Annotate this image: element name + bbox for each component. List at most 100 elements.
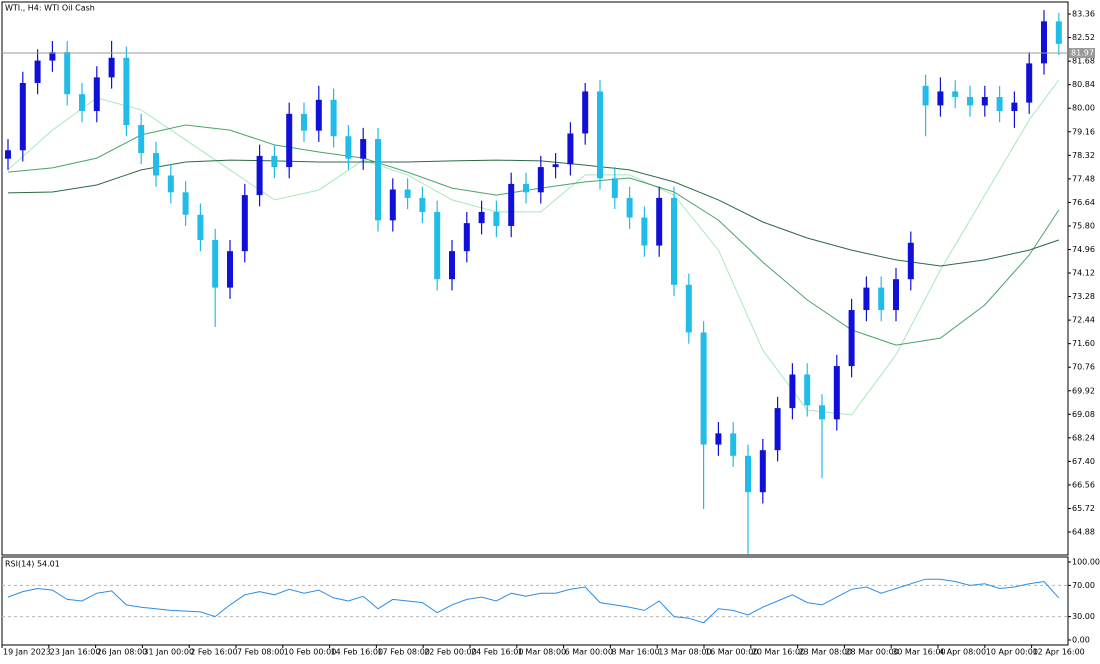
candle-body <box>463 223 470 252</box>
x-tick-label: 31 Jan 00:00 <box>143 648 194 657</box>
candle-body <box>360 139 367 159</box>
candle-body <box>656 197 663 246</box>
candle-body <box>1041 21 1047 64</box>
candle-body <box>182 192 189 215</box>
candle-body <box>315 99 322 131</box>
candle-body <box>1011 102 1018 112</box>
candle-body <box>967 97 973 106</box>
candle-body <box>197 214 204 240</box>
x-tick-label: 24 Feb 16:00 <box>471 648 523 657</box>
candle-body <box>641 217 648 246</box>
candle-body <box>878 287 885 311</box>
candle-body <box>271 155 278 168</box>
x-tick-label: 23 Jan 16:00 <box>50 648 101 657</box>
y-tick-label: 65.72 <box>1072 504 1095 513</box>
candle-body <box>493 211 500 226</box>
candle-body <box>227 251 233 288</box>
y-tick-label: 80.84 <box>1072 80 1095 89</box>
x-tick-label: 4 Apr 08:00 <box>939 648 986 657</box>
last-price-box <box>1069 48 1095 59</box>
candle-body <box>893 279 899 311</box>
candle-body <box>389 189 396 221</box>
y-tick-label: 83.36 <box>1072 10 1095 19</box>
candle-body <box>922 85 929 106</box>
y-tick-label: 73.28 <box>1072 292 1095 301</box>
y-tick-label: 69.08 <box>1072 410 1095 419</box>
candle-body <box>404 189 411 198</box>
y-tick-label: 79.16 <box>1072 127 1095 136</box>
x-tick-label: 28 Mar 00:00 <box>845 648 898 657</box>
rsi-line <box>7 578 1060 624</box>
candle-body <box>848 310 855 367</box>
candle-body <box>685 284 692 333</box>
candle-body <box>49 52 56 61</box>
x-tick-label: 23 Mar 08:00 <box>799 648 852 657</box>
x-tick-label: 7 Feb 08:00 <box>237 648 284 657</box>
candle-body <box>907 242 914 280</box>
x-tick-label: 1 Mar 08:00 <box>518 648 566 657</box>
x-tick-label: 22 Feb 00:00 <box>424 648 476 657</box>
y-tick-label: 74.96 <box>1072 245 1095 254</box>
x-tick-label: 26 Jan 08:00 <box>97 648 148 657</box>
x-tick-label: 8 Mar 16:00 <box>611 648 659 657</box>
candle-body <box>745 455 751 493</box>
candle-body <box>700 332 707 445</box>
candle-body <box>730 433 737 456</box>
candle-body <box>449 251 455 280</box>
candle-body <box>567 133 574 165</box>
rsi-panel <box>1 556 1069 646</box>
candle-body <box>478 211 485 224</box>
rsi-y-tick-label: 30.00 <box>1072 612 1095 621</box>
y-tick-label: 67.40 <box>1072 457 1095 466</box>
candle-body <box>108 57 115 78</box>
y-tick-label: 82.52 <box>1072 33 1095 42</box>
y-tick-label: 75.80 <box>1072 221 1095 230</box>
x-tick-label: 30 Mar 16:00 <box>892 648 945 657</box>
last-price-label: 81.97 <box>1071 49 1094 58</box>
x-tick-label: 2 Feb 16:00 <box>190 648 237 657</box>
candle-body <box>715 433 722 445</box>
candle-body <box>301 113 307 131</box>
candle-body <box>212 239 219 288</box>
y-tick-label: 64.88 <box>1072 528 1095 537</box>
y-tick-label: 69.92 <box>1072 386 1095 395</box>
candle-body <box>937 91 944 106</box>
candle-body <box>981 97 988 106</box>
y-tick-label: 78.32 <box>1072 151 1095 160</box>
candle-body <box>79 94 85 112</box>
x-tick-label: 19 Jan 2023 <box>3 648 51 657</box>
candle-body <box>804 374 811 406</box>
candle-body <box>1026 63 1033 103</box>
candle-body <box>123 57 130 126</box>
candle-body <box>626 197 633 218</box>
candle-body <box>138 125 145 154</box>
x-tick-label: 10 Apr 00:00 <box>986 648 1038 657</box>
y-tick-label: 70.76 <box>1072 363 1095 372</box>
x-tick-label: 14 Feb 16:00 <box>331 648 383 657</box>
candle-body <box>19 83 26 151</box>
x-tick-label: 12 Apr 16:00 <box>1033 648 1085 657</box>
candle-body <box>5 150 11 159</box>
y-tick-label: 80.00 <box>1072 104 1095 113</box>
moving-average <box>7 79 1060 416</box>
rsi-y-tick-label: 0.00 <box>1072 636 1090 645</box>
y-tick-label: 71.60 <box>1072 339 1095 348</box>
candle-body <box>537 167 544 193</box>
candle-body <box>611 178 618 198</box>
candle-body <box>774 408 781 451</box>
candle-body <box>286 113 293 168</box>
candle-body <box>789 374 796 409</box>
y-tick-label: 68.24 <box>1072 433 1095 442</box>
candle-body <box>153 153 159 176</box>
candle-body <box>375 139 381 221</box>
candle-body <box>241 195 248 252</box>
candle-body <box>996 97 1003 112</box>
candle-body <box>833 366 840 420</box>
x-tick-label: 13 Mar 08:00 <box>658 648 711 657</box>
rsi-title: RSI(14) 54.01 <box>5 560 60 569</box>
candle-body <box>167 175 174 193</box>
candle-body <box>508 183 515 226</box>
candle-body <box>582 91 589 134</box>
candle-body <box>819 405 825 420</box>
